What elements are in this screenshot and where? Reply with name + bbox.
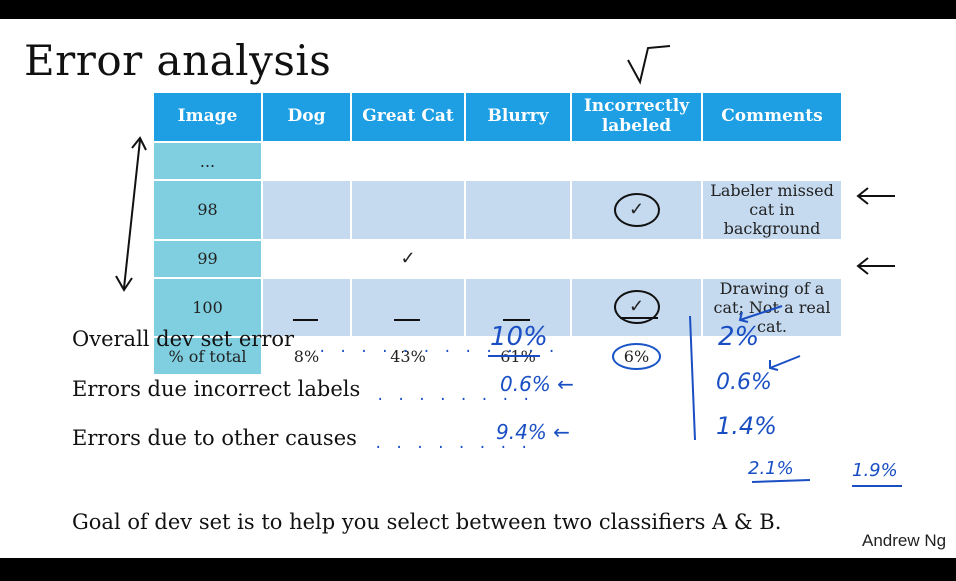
row-image-id: 100 [154,276,263,338]
total-dog: 8% [262,336,352,375]
ink-arrow-icon [738,305,783,323]
row-incorrect [571,141,703,180]
row-dog [262,141,352,180]
row-image-id: 99 [154,238,263,278]
row-incorrect: ✓ [571,179,703,240]
handwritten-overall-value-b: 2% [718,322,760,352]
header-blurry: Blurry [465,93,572,142]
row-dog [262,179,352,240]
handwritten-other-value-b: 1.4% [716,412,777,440]
slide-title: Error analysis [24,36,332,85]
row-incorrect [571,238,703,278]
row-great-cat [351,276,466,338]
handwritten-incorrect-value-b: 0.6% [716,370,772,395]
total-label: % of total [154,336,263,375]
total-row: % of total 8% 43% 61% 6% [154,336,843,375]
row-dog [262,238,352,278]
row-incorrect: ✓ [571,276,703,338]
row-blurry [465,179,572,240]
handwritten-divider [689,315,696,441]
table-row: ... [154,141,843,180]
row-comment: Drawing of a cat; Not a real cat. [702,276,843,338]
ink-underline [751,479,811,483]
row-blurry [465,141,572,180]
circled-check-mark: ✓ [613,192,660,227]
header-comments: Comments [702,93,843,142]
table-row: 100 ✓ Drawing of a cat; Not a real cat. [154,276,843,338]
circled-total-incorrect: 6% [611,342,662,370]
goal-statement: Goal of dev set is to help you select be… [72,510,782,534]
row-blurry [465,238,572,278]
row-great-cat [351,141,466,180]
error-analysis-table: Image Dog Great Cat Blurry Incorrectly l… [154,93,843,375]
dotted-leader: . . . . . . . . [374,436,531,452]
row-image-id: ... [154,141,263,180]
arrow-left-icon [856,257,895,275]
table-header-row: Image Dog Great Cat Blurry Incorrectly l… [154,93,843,142]
row-dog [262,276,352,338]
handwritten-extra-b: 1.9% [852,460,898,481]
row-comment [702,141,843,180]
dotted-leader: . . . . . . . . [376,388,533,404]
double-arrow-icon [123,139,141,289]
header-check-icon [627,45,671,85]
author-credit: Andrew Ng [862,531,947,550]
header-image: Image [154,93,263,142]
bottom-letterbox [0,558,956,581]
row-blurry [465,276,572,338]
header-incorrectly-labeled: Incorrectly labeled [571,93,703,142]
total-incorrect: 6% [571,336,703,375]
row-great-cat [351,179,466,240]
circled-check-mark: ✓ [613,290,660,325]
table-row: 98 ✓ Labeler missed cat in background [154,179,843,240]
table-row: 99 ✓ [154,238,843,278]
overall-error-label: Overall dev set error [72,327,295,351]
row-great-cat: ✓ [351,238,466,278]
top-letterbox [0,0,956,19]
total-great-cat: 43% [351,336,466,375]
handwritten-incorrect-value: 0.6% ← [500,372,574,396]
header-great-cat: Great Cat [351,93,466,142]
other-causes-error-label: Errors due to other causes [72,426,357,450]
row-comment: Labeler missed cat in background [702,179,843,240]
arrow-down-head [115,275,133,292]
header-dog: Dog [262,93,352,142]
handwritten-overall-value: 10% [490,322,548,352]
dotted-leader: . . . . . . . . . . . . [318,340,558,356]
incorrect-labels-error-label: Errors due incorrect labels [72,377,361,401]
handwritten-extra-a: 2.1% [748,458,794,479]
row-comment [702,238,843,278]
arrow-up-head [131,136,147,151]
ink-arrow-icon [769,355,801,371]
handwritten-other-value: 9.4% ← [496,420,570,444]
row-image-id: 98 [154,179,263,240]
arrow-left-icon [856,187,895,205]
